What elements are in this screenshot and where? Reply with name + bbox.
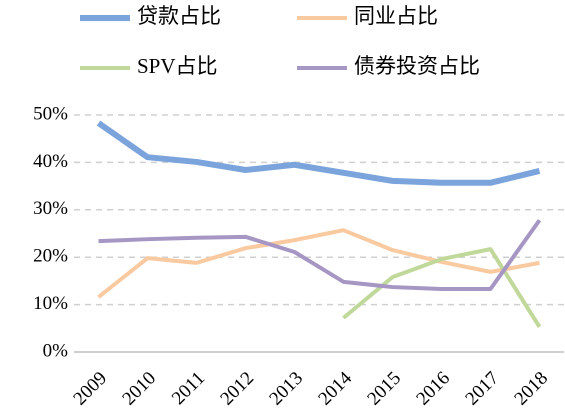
series-line: [97, 228, 540, 299]
x-tick-label: 2018: [510, 368, 552, 410]
series-line: [98, 219, 542, 291]
legend-label: 贷款占比: [137, 4, 221, 28]
y-tick-label: 40%: [33, 151, 68, 172]
x-tick-label: 2014: [314, 367, 356, 409]
legend-label: SPV占比: [137, 54, 218, 78]
x-tick-label: 2012: [216, 368, 258, 410]
x-tick-label: 2013: [265, 368, 307, 410]
x-tick-label: 2015: [363, 368, 405, 410]
y-tick-label: 50%: [33, 103, 68, 124]
legend-label: 债券投资占比: [354, 54, 480, 78]
legend-label: 同业占比: [354, 4, 438, 28]
y-tick-label: 20%: [33, 246, 68, 267]
x-tick-label: 2011: [168, 368, 209, 409]
x-tick-label: 2017: [461, 368, 503, 410]
y-tick-label: 10%: [33, 293, 68, 314]
series-line: [342, 247, 542, 328]
y-tick-label: 0%: [43, 340, 69, 361]
series-line: [96, 120, 541, 186]
y-tick-label: 30%: [33, 198, 68, 219]
x-tick-label: 2010: [118, 368, 160, 410]
x-tick-label: 2009: [69, 368, 111, 410]
x-tick-label: 2016: [412, 368, 454, 410]
